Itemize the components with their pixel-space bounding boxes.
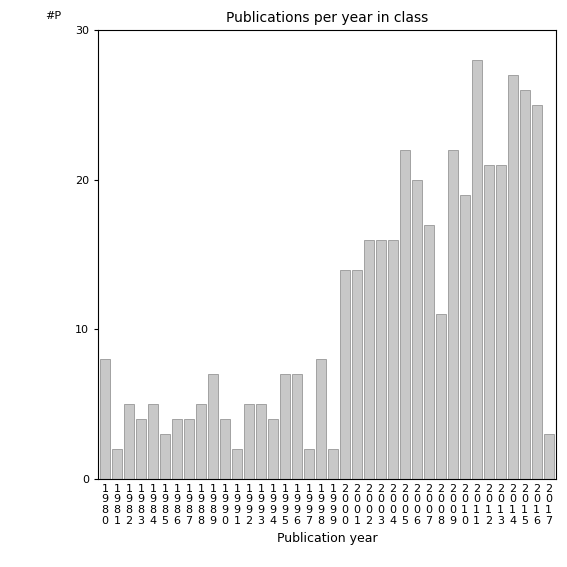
Bar — [208, 374, 218, 479]
Bar — [364, 240, 374, 479]
Bar — [484, 165, 494, 479]
Bar — [244, 404, 254, 479]
Bar — [184, 419, 194, 479]
Bar — [292, 374, 302, 479]
Bar — [376, 240, 386, 479]
Title: Publications per year in class: Publications per year in class — [226, 11, 428, 25]
Bar — [388, 240, 398, 479]
Bar — [316, 359, 326, 479]
Bar — [507, 75, 518, 479]
Bar — [304, 449, 314, 479]
Bar — [112, 449, 122, 479]
Bar — [544, 434, 554, 479]
Bar — [100, 359, 110, 479]
Text: #P: #P — [45, 11, 61, 22]
Bar — [268, 419, 278, 479]
Bar — [435, 314, 446, 479]
Bar — [519, 90, 530, 479]
Bar — [412, 180, 422, 479]
Bar — [472, 60, 482, 479]
Bar — [124, 404, 134, 479]
Bar — [280, 374, 290, 479]
Bar — [256, 404, 266, 479]
Bar — [172, 419, 182, 479]
Bar — [532, 105, 542, 479]
Bar — [400, 150, 410, 479]
Bar — [328, 449, 338, 479]
Bar — [148, 404, 158, 479]
Bar — [424, 225, 434, 479]
Bar — [460, 195, 470, 479]
Bar — [340, 269, 350, 479]
X-axis label: Publication year: Publication year — [277, 531, 377, 544]
Bar — [232, 449, 242, 479]
Bar — [220, 419, 230, 479]
Bar — [196, 404, 206, 479]
Bar — [136, 419, 146, 479]
Bar — [496, 165, 506, 479]
Bar — [448, 150, 458, 479]
Bar — [352, 269, 362, 479]
Bar — [160, 434, 170, 479]
